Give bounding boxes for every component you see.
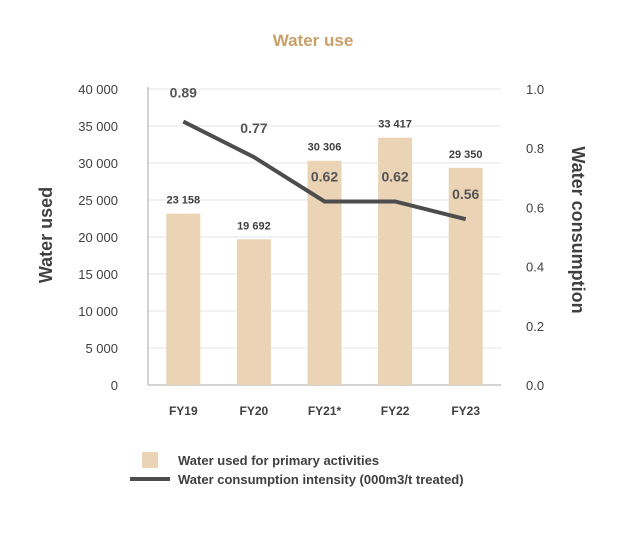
bar-FY20 [237, 239, 271, 385]
y-tick-label: 20 000 [78, 230, 118, 245]
y2-tick-label: 0.4 [526, 260, 544, 275]
y-tick-label: 15 000 [78, 267, 118, 282]
legend-bar-label: Water used for primary activities [178, 453, 379, 468]
bar-FY19 [166, 214, 200, 385]
y-tick-label: 10 000 [78, 304, 118, 319]
y-tick-label: 40 000 [78, 82, 118, 97]
line-data-label: 0.89 [170, 85, 197, 101]
line-data-label: 0.77 [240, 120, 267, 136]
y-tick-label: 5 000 [85, 341, 118, 356]
bar-data-label: 29 350 [449, 149, 483, 161]
line-data-label: 0.62 [381, 168, 408, 184]
x-tick-label: FY21* [308, 404, 342, 418]
x-tick-label: FY20 [240, 404, 269, 418]
line-data-label: 0.56 [452, 186, 479, 202]
y2-tick-label: 0.0 [526, 378, 544, 393]
line-data-label: 0.62 [311, 168, 338, 184]
y-axis-label: Water used [36, 187, 56, 283]
legend-line-label: Water consumption intensity (000m3/t tre… [178, 472, 464, 487]
bar-data-label: 23 158 [166, 195, 200, 207]
y2-tick-label: 0.2 [526, 319, 544, 334]
legend-bar-swatch [142, 452, 158, 468]
y-tick-label: 30 000 [78, 156, 118, 171]
x-tick-label: FY19 [169, 404, 198, 418]
y2-axis-label: Water consumption [568, 146, 588, 313]
x-tick-label: FY22 [381, 404, 410, 418]
y2-tick-label: 0.6 [526, 200, 544, 215]
y-tick-label: 25 000 [78, 193, 118, 208]
x-tick-label: FY23 [451, 404, 480, 418]
bar-data-label: 30 306 [308, 142, 342, 154]
y2-tick-label: 1.0 [526, 82, 544, 97]
bar-data-label: 33 417 [378, 119, 412, 131]
y-tick-label: 35 000 [78, 119, 118, 134]
chart-title: Water use [273, 31, 354, 50]
bar-data-label: 19 692 [237, 220, 271, 232]
y-tick-label: 0 [111, 378, 118, 393]
y2-tick-label: 0.8 [526, 141, 544, 156]
